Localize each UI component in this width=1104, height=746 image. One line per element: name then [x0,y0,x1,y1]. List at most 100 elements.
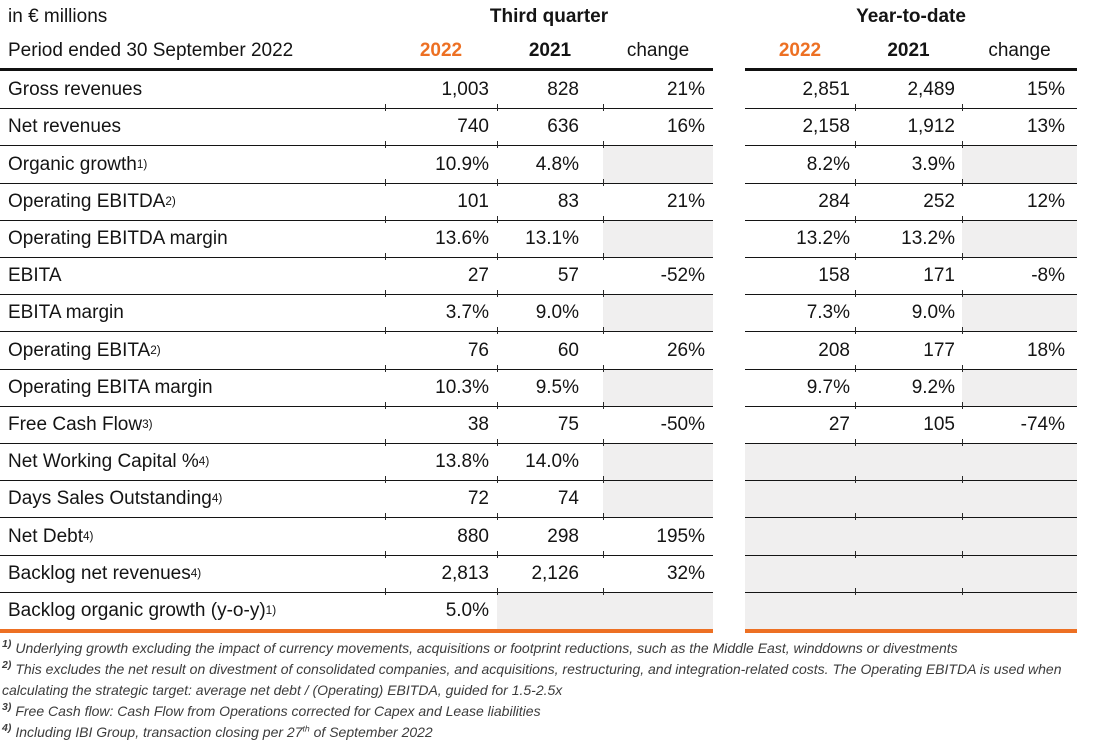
period-label: Period ended 30 September 2022 [8,40,294,61]
section-gap [713,182,745,220]
table-row: Backlog organic growth (y-o-y) 1) 5.0% [0,587,1077,630]
row-label: Operating EBITA 2) [0,331,385,368]
row-label-text: Organic growth [8,153,137,175]
cell-third-quarter-2021: 4.8% [497,145,603,182]
column-divider-tick [603,401,604,409]
cell-third-quarter-2022: 13.8% [385,443,497,480]
row-label: Organic growth 1) [0,145,385,182]
cell-third-quarter-2022: 38 [385,405,497,443]
column-divider-tick [603,178,604,186]
cell-third-quarter-2021: 13.1% [497,219,603,257]
column-divider-tick [603,476,604,484]
section-gap [713,443,745,481]
cell-third-quarter-change [603,219,713,258]
cell-third-quarter-2021: 2,126 [497,554,603,592]
column-divider-tick [962,104,963,112]
column-divider-tick [385,141,386,149]
column-divider-tick [962,141,963,149]
row-label-text: Operating EBITDA [8,190,166,212]
footnote-item: 2) This excludes the net result on divest… [2,659,1102,701]
column-divider-tick [497,327,498,335]
row-label: Gross revenues [0,71,385,108]
table-row: Net Debt 4) 880 298 195% [0,513,1077,555]
column-divider-tick [855,364,856,372]
cell-year-to-date-2021: 13.2% [855,219,962,257]
cell-year-to-date-2022: 2,158 [745,108,855,145]
column-divider-tick [603,439,604,447]
row-label: EBITA [0,257,385,294]
cell-year-to-date-2021 [855,591,962,630]
column-divider-tick [385,327,386,335]
cell-third-quarter-change [603,480,713,518]
cell-year-to-date-2021: 177 [855,331,962,368]
footnote-marker: 4) [2,722,12,735]
column-divider-tick [855,141,856,149]
column-divider-tick [603,327,604,335]
column-divider-tick [385,513,386,521]
footnotes: 1) Underlying growth excluding the impact… [0,638,1102,743]
column-divider-tick [855,587,856,595]
cell-third-quarter-change: 32% [603,554,713,592]
column-divider-tick [962,513,963,521]
cell-year-to-date-2021: 1,912 [855,108,962,145]
footnote-marker: 2) [2,659,12,672]
cell-third-quarter-change: -50% [603,405,713,443]
row-label: Operating EBITDA 2) [0,182,385,220]
column-divider-tick [497,476,498,484]
row-label: Backlog organic growth (y-o-y) 1) [0,591,385,629]
section-gap [713,368,745,406]
cell-third-quarter-change: 16% [603,108,713,145]
row-label: EBITA margin [0,294,385,331]
cell-third-quarter-2021: 75 [497,405,603,443]
table-body: Gross revenues 1,003 828 21% 2,851 2,489… [0,71,1077,630]
cell-year-to-date-2021 [855,554,962,592]
column-divider-tick [855,327,856,335]
column-header-2022-third-quarter: 2022 [419,40,463,61]
footnote-text: This excludes the net result on divestme… [2,661,1062,698]
column-divider-tick [962,587,963,595]
column-divider-tick [855,290,856,298]
footnote-text: Including IBI Group, transaction closing… [15,723,433,740]
bottom-rule [0,629,1104,633]
column-divider-tick [855,476,856,484]
table-row: Operating EBITDA 2) 101 83 21% 284 252 12… [0,178,1077,220]
column-divider-tick [385,215,386,223]
cell-third-quarter-2021: 74 [497,480,603,517]
cell-year-to-date-change [962,591,1077,630]
column-header-change-year-to-date: change [988,40,1051,61]
column-header-change-third-quarter: change [626,40,690,61]
cell-third-quarter-2021: 9.0% [497,294,603,331]
cell-third-quarter-change [603,294,713,332]
cell-year-to-date-2022: 9.7% [745,368,855,406]
footnote-item: 1) Underlying growth excluding the impact… [2,638,1102,659]
section-gap [713,331,745,369]
cell-third-quarter-change [603,145,713,183]
column-divider-tick [603,215,604,223]
column-divider-tick [385,550,386,558]
column-divider-tick [962,178,963,186]
header-rule [0,68,1104,71]
section-gap [713,294,745,332]
column-divider-tick [497,215,498,223]
column-divider-tick [855,178,856,186]
row-label: Net Working Capital % 4) [0,443,385,480]
column-divider-tick [855,550,856,558]
table-row: Free Cash Flow 3) 38 75 -50% 27 105 -74% [0,401,1077,444]
cell-third-quarter-2022: 3.7% [385,294,497,331]
section-gap [713,145,745,183]
cell-third-quarter-2021: 828 [547,78,579,100]
column-divider-tick [603,253,604,261]
column-divider-tick [962,290,963,298]
section-gap [713,108,745,146]
column-divider-tick [497,178,498,186]
cell-year-to-date-2022: 7.3% [745,294,855,331]
cell-year-to-date-2021: 9.2% [855,368,962,406]
row-label-text: Operating EBITDA margin [8,227,228,249]
column-divider-tick [603,290,604,298]
row-label-text: Backlog organic growth (y-o-y) [8,599,266,621]
footnote-marker: 1) [2,638,12,651]
column-divider-tick [497,364,498,372]
cell-year-to-date-change: -74% [962,405,1077,443]
cell-third-quarter-2022: 880 [385,517,497,554]
cell-year-to-date-change [962,480,1077,518]
